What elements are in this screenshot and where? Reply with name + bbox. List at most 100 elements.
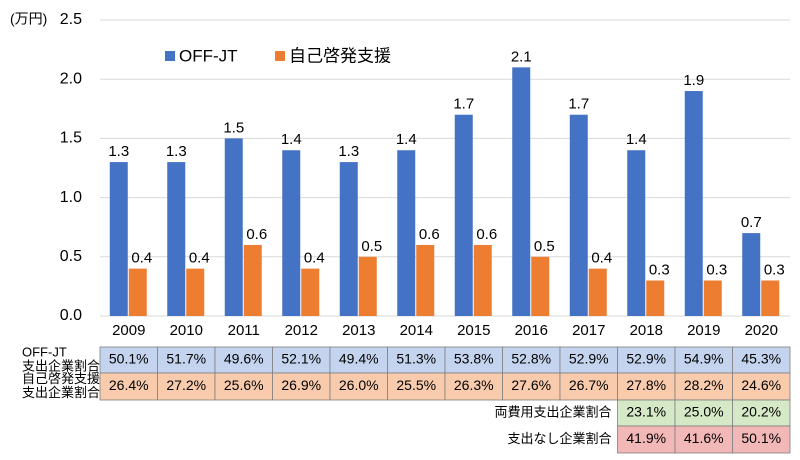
- cell-value: 25.5%: [396, 377, 436, 393]
- table-cell: [387, 372, 446, 401]
- cell-value: 27.8%: [626, 377, 666, 393]
- x-tick-label: 2015: [457, 322, 490, 339]
- cell-value: 53.8%: [454, 351, 494, 367]
- x-tick-label: 2011: [228, 322, 260, 339]
- cell-value: 26.3%: [454, 377, 494, 393]
- bar: [358, 256, 377, 316]
- cell-value: 25.6%: [224, 377, 264, 393]
- cell-value: 50.1%: [109, 351, 149, 367]
- row-label: 支出なし企業割合: [507, 431, 611, 446]
- bar: [569, 114, 588, 316]
- x-tick-label: 2014: [400, 322, 433, 339]
- value-label: 0.4: [591, 250, 612, 267]
- bar: [684, 91, 703, 316]
- value-label: 0.7: [741, 214, 762, 231]
- bar: [167, 162, 186, 316]
- cell-value: 26.7%: [569, 377, 609, 393]
- bar: [588, 268, 607, 316]
- table-cell: [214, 346, 273, 374]
- x-tick-label: 2017: [572, 322, 605, 339]
- cell-value: 26.9%: [281, 377, 321, 393]
- value-label: 1.3: [338, 143, 359, 160]
- value-label: 1.4: [396, 131, 417, 148]
- cell-value: 23.1%: [626, 404, 666, 420]
- y-tick-label: 1.5: [60, 130, 82, 147]
- cell-value: 49.6%: [224, 351, 264, 367]
- y-tick-label: 2.0: [60, 70, 82, 87]
- value-label: 0.4: [189, 250, 210, 267]
- bar: [531, 256, 550, 316]
- table-cell: [559, 372, 618, 401]
- row-label: 支出企業割合: [22, 358, 100, 373]
- value-label: 0.4: [304, 250, 325, 267]
- bar: [454, 114, 473, 316]
- x-tick-label: 2018: [630, 322, 663, 339]
- cell-value: 27.2%: [166, 377, 206, 393]
- y-axis-unit: (万円): [10, 11, 47, 27]
- cell-value: 52.1%: [281, 351, 321, 367]
- y-tick-label: 0.5: [60, 248, 82, 265]
- value-label: 1.9: [683, 72, 704, 89]
- row-label: 両費用支出企業割合: [494, 404, 611, 419]
- bar: [339, 162, 358, 316]
- table-cell: [617, 425, 676, 454]
- table-cell: [157, 346, 216, 374]
- cell-value: 20.2%: [741, 404, 781, 420]
- bar: [512, 67, 531, 316]
- value-label: 0.6: [476, 226, 497, 243]
- value-label: 1.7: [568, 96, 589, 113]
- cell-value: 52.9%: [626, 351, 666, 367]
- cell-value: 27.6%: [511, 377, 551, 393]
- cell-value: 26.0%: [339, 377, 379, 393]
- bar: [416, 244, 435, 316]
- cell-value: 51.3%: [396, 351, 436, 367]
- x-tick-label: 2012: [285, 322, 318, 339]
- y-tick-label: 2.5: [60, 11, 82, 28]
- table-cell: [272, 372, 331, 401]
- bar: [109, 162, 128, 316]
- table-cell: [329, 372, 388, 401]
- y-tick-label: 1.0: [60, 189, 82, 206]
- table-cell: [617, 346, 676, 374]
- value-label: 0.5: [534, 238, 555, 255]
- bar: [243, 244, 262, 316]
- row-label: 支出企業割合: [22, 385, 100, 400]
- bar: [128, 268, 147, 316]
- table-cell: [732, 399, 791, 427]
- value-label: 1.5: [223, 119, 244, 136]
- cell-value: 26.4%: [109, 377, 149, 393]
- value-label: 2.1: [511, 48, 532, 65]
- cell-value: 50.1%: [741, 430, 781, 446]
- value-label: 1.3: [166, 143, 187, 160]
- bar: [473, 244, 492, 316]
- y-tick-label: 0.0: [60, 307, 82, 324]
- value-label: 0.3: [764, 261, 785, 278]
- row-label: OFF-JT: [22, 344, 67, 359]
- table-cell: [674, 372, 733, 401]
- bar: [282, 150, 301, 316]
- bar: [742, 233, 761, 316]
- legend-label: 自己啓発支援: [289, 46, 391, 65]
- cell-value: 25.0%: [684, 404, 724, 420]
- x-tick-label: 2009: [112, 322, 145, 339]
- legend-swatch: [275, 51, 285, 61]
- value-label: 1.4: [281, 131, 302, 148]
- bar: [646, 280, 665, 316]
- table-cell: [732, 346, 791, 374]
- table-cell: [617, 399, 676, 427]
- cell-value: 24.6%: [741, 377, 781, 393]
- cell-value: 54.9%: [684, 351, 724, 367]
- table-cell: [329, 346, 388, 374]
- table-cell: [157, 372, 216, 401]
- cell-value: 28.2%: [684, 377, 724, 393]
- value-label: 0.6: [419, 226, 440, 243]
- x-tick-label: 2020: [745, 322, 778, 339]
- table-cell: [444, 372, 503, 401]
- bar: [186, 268, 205, 316]
- table-cell: [214, 372, 273, 401]
- cell-value: 41.9%: [626, 430, 666, 446]
- cell-value: 49.4%: [339, 351, 379, 367]
- value-label: 0.4: [131, 250, 152, 267]
- bar: [397, 150, 416, 316]
